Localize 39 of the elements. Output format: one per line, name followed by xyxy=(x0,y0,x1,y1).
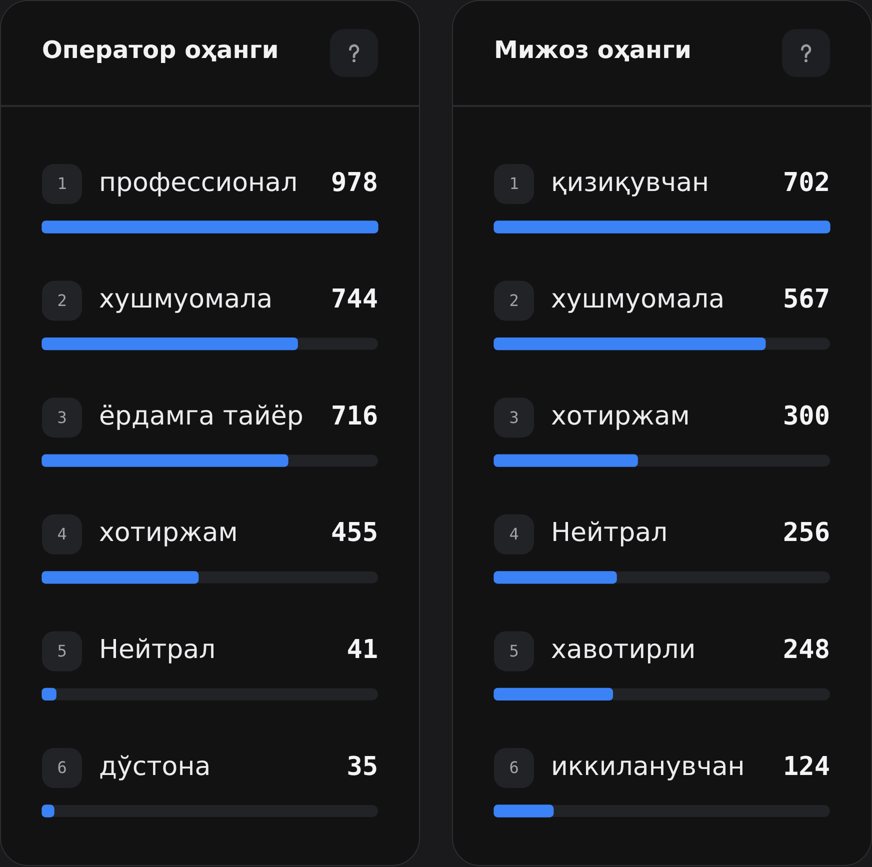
y-tick-label: ёрдамга тайёр xyxy=(99,401,304,432)
data-label: 124 xyxy=(783,752,830,782)
y-tick-label: дўстона xyxy=(99,752,211,782)
data-label: 978 xyxy=(331,168,378,198)
annotation: 5 xyxy=(509,641,519,660)
annotation: 4 xyxy=(509,524,519,544)
data-label: 248 xyxy=(783,634,830,665)
data-label: 567 xyxy=(783,284,830,315)
annotation: 3 xyxy=(509,408,519,427)
y-tick-label: Нейтрал xyxy=(551,518,668,548)
annotation: 2 xyxy=(509,290,519,310)
data-label: 702 xyxy=(783,168,830,198)
data-label: 455 xyxy=(331,518,378,548)
chart-title: Оператор оҳанги xyxy=(42,35,279,66)
data-label: 744 xyxy=(331,284,378,315)
annotation: 6 xyxy=(57,758,67,778)
y-tick-label: хушмуомала xyxy=(99,284,273,315)
annotation: 5 xyxy=(57,641,67,660)
data-label: 35 xyxy=(346,752,378,782)
y-tick-label: хавотирли xyxy=(551,634,696,665)
y-tick-label: хушмуомала xyxy=(551,284,725,315)
data-label: 716 xyxy=(331,401,378,432)
y-tick-label: қизиқувчан xyxy=(551,168,710,198)
y-tick-label: хотиржам xyxy=(99,518,238,548)
annotation: 6 xyxy=(509,758,519,778)
chart-title: Мижоз оҳанги xyxy=(494,35,692,66)
annotation: 1 xyxy=(509,174,519,194)
annotation: 3 xyxy=(57,408,67,427)
data-label: 300 xyxy=(783,401,830,432)
annotation: 1 xyxy=(57,174,67,194)
y-tick-label: Нейтрал xyxy=(99,634,216,665)
data-label: 256 xyxy=(783,518,830,548)
annotation: 4 xyxy=(57,524,67,544)
y-tick-label: иккиланувчан xyxy=(551,752,745,782)
y-tick-label: профессионал xyxy=(99,168,298,198)
annotation: 2 xyxy=(57,290,67,310)
bar xyxy=(494,804,554,818)
data-label: 41 xyxy=(346,634,378,665)
y-tick-label: хотиржам xyxy=(551,401,690,432)
